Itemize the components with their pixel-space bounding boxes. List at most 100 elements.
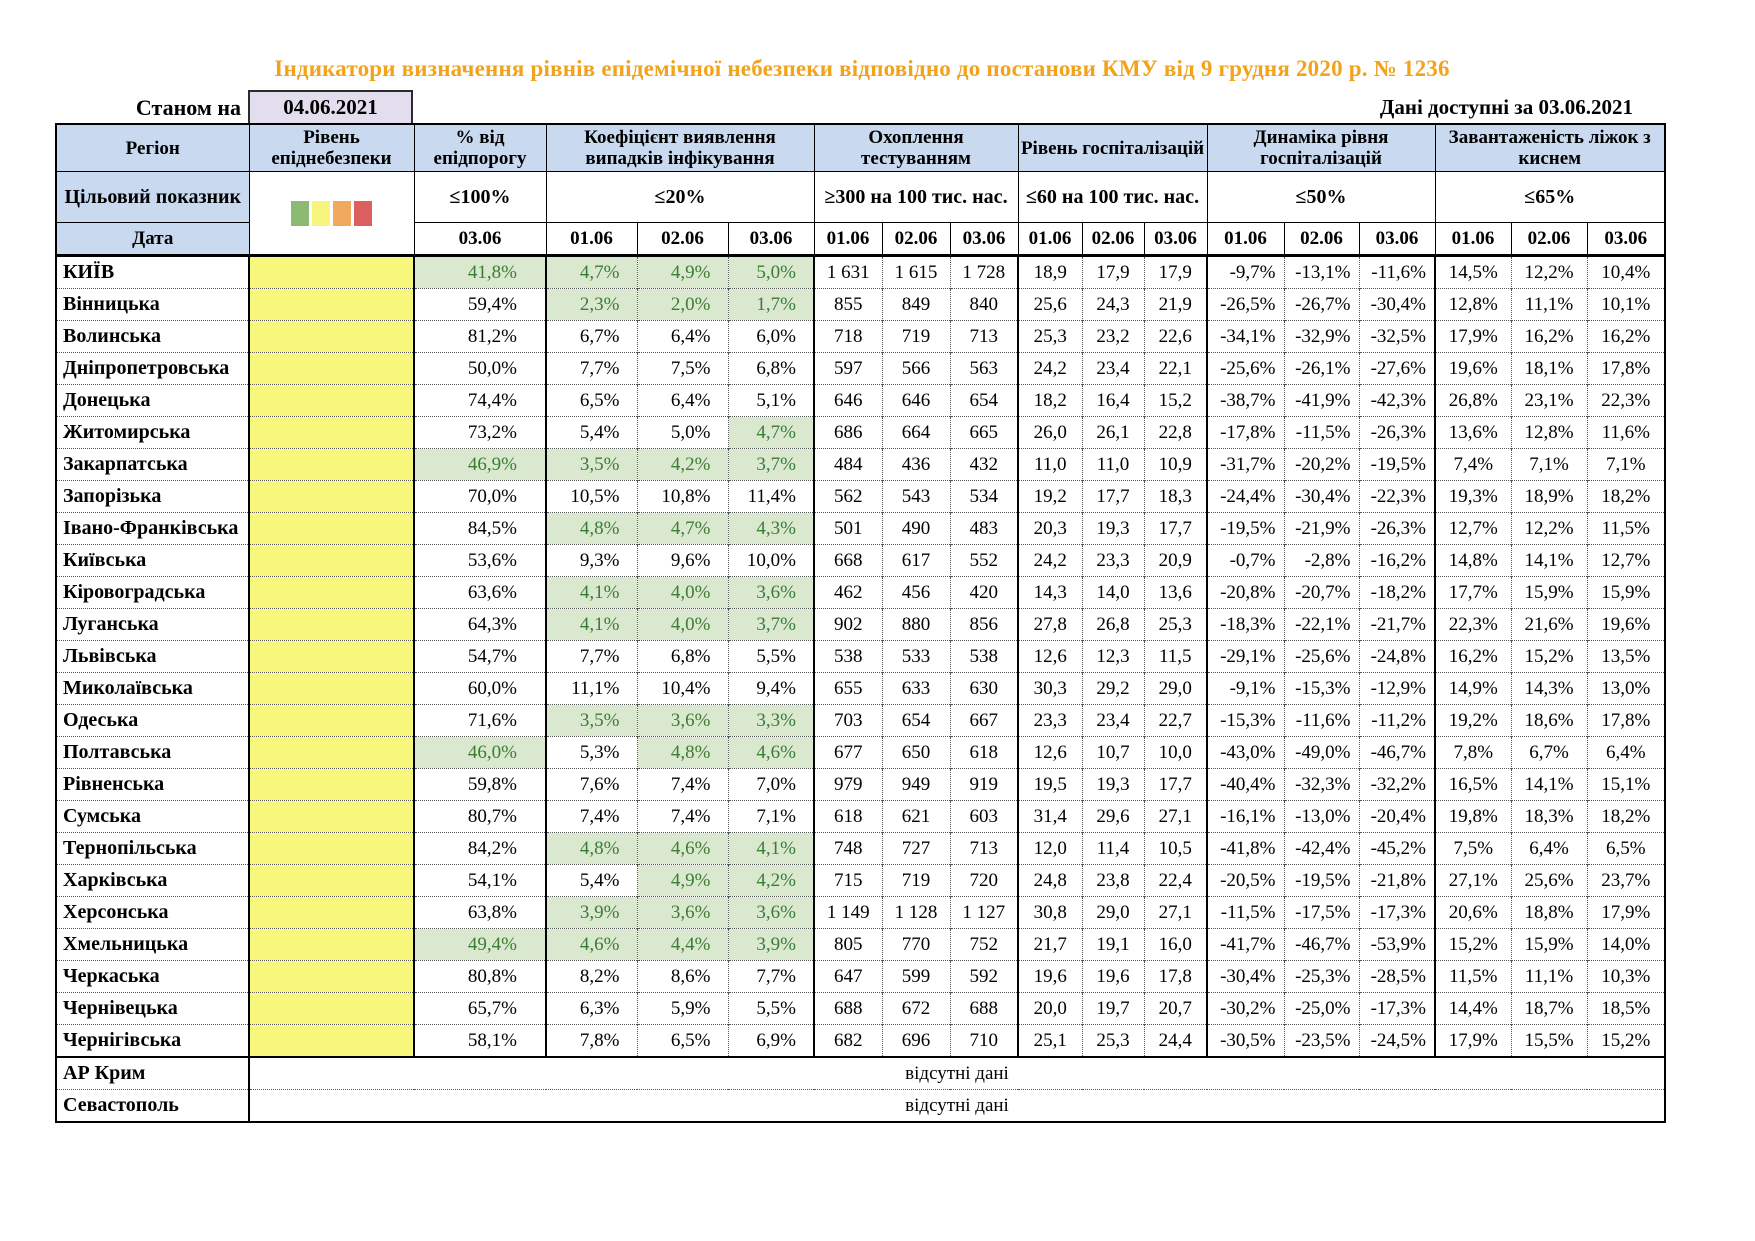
value-cell: -20,8%: [1206, 576, 1284, 609]
value-cell: 677: [813, 736, 882, 769]
value-cell: 4,6%: [727, 736, 814, 769]
value-cell: 432: [949, 448, 1018, 481]
region-cell: Кіровоградська: [56, 576, 250, 609]
value-cell: 3,7%: [727, 608, 814, 641]
region-cell: Житомирська: [56, 416, 250, 449]
value-cell: 18,6%: [1510, 704, 1587, 737]
value-cell: -26,3%: [1358, 416, 1435, 449]
value-cell: 20,9: [1143, 544, 1207, 577]
value-cell: -20,5%: [1206, 864, 1284, 897]
value-cell: 65,7%: [413, 992, 546, 1025]
value-cell: 10,0: [1143, 736, 1207, 769]
region-cell: КИЇВ: [56, 255, 250, 289]
value-cell: 8,2%: [545, 960, 637, 993]
value-cell: 46,9%: [413, 448, 546, 481]
region-cell: Луганська: [56, 608, 250, 641]
value-cell: 18,9: [1017, 255, 1082, 289]
value-cell: 668: [813, 544, 882, 577]
value-cell: 10,4%: [636, 672, 728, 705]
value-cell: 6,7%: [1510, 736, 1587, 769]
epidemic-level-legend: [248, 171, 415, 257]
value-cell: 41,8%: [413, 255, 546, 289]
value-cell: 6,8%: [636, 640, 728, 673]
value-cell: 21,6%: [1510, 608, 1587, 641]
value-cell: 26,8: [1081, 608, 1144, 641]
value-cell: 19,3%: [1434, 480, 1511, 513]
level-header: Рівень епіднебезпеки: [248, 123, 415, 172]
region-cell: Запорізька: [56, 480, 250, 513]
region-cell: АР Крим: [56, 1056, 250, 1090]
value-cell: 84,5%: [413, 512, 546, 545]
value-cell: 2,3%: [545, 288, 637, 321]
value-cell: 11,6%: [1586, 416, 1665, 449]
value-cell: 59,4%: [413, 288, 546, 321]
value-cell: 4,1%: [727, 832, 814, 865]
value-cell: 27,1: [1143, 896, 1207, 929]
value-cell: 533: [881, 640, 950, 673]
group-target-5: ≤65%: [1434, 171, 1666, 223]
value-cell: 21,7: [1017, 928, 1082, 961]
value-cell: 23,3: [1017, 704, 1082, 737]
value-cell: -26,5%: [1206, 288, 1284, 321]
value-cell: 29,0: [1143, 672, 1207, 705]
value-cell: -15,3%: [1283, 672, 1359, 705]
value-cell: 667: [949, 704, 1018, 737]
as-of-date-box[interactable]: 04.06.2021: [248, 90, 413, 123]
value-cell: -31,7%: [1206, 448, 1284, 481]
table-row: Кіровоградська 63,6% 4,1% 4,0% 3,6% 462 456 420…: [56, 576, 1665, 609]
epidemic-level-cell: [249, 512, 415, 545]
value-cell: 7,1%: [1586, 448, 1665, 481]
value-cell: 24,3: [1081, 288, 1144, 321]
date-header: 03.06: [1586, 222, 1666, 257]
table-row: Закарпатська 46,9% 3,5% 4,2% 3,7% 484 436 432 11…: [56, 448, 1665, 481]
value-cell: 7,7%: [545, 640, 637, 673]
value-cell: 16,2%: [1586, 320, 1665, 353]
value-cell: 7,4%: [1434, 448, 1511, 481]
value-cell: -32,9%: [1283, 320, 1359, 353]
table-row: Львівська 54,7% 7,7% 6,8% 5,5% 538 533 538 12,6 1…: [56, 640, 1665, 673]
table-row: АР Крим відсутні дані: [56, 1056, 1665, 1090]
value-cell: 9,3%: [545, 544, 637, 577]
value-cell: -22,3%: [1358, 480, 1435, 513]
group-target-0: ≤100%: [413, 171, 547, 223]
value-cell: 715: [813, 864, 882, 897]
value-cell: 618: [813, 800, 882, 833]
value-cell: 17,7: [1081, 480, 1144, 513]
value-cell: 603: [949, 800, 1018, 833]
value-cell: 15,2%: [1434, 928, 1511, 961]
group-header-2: Охоплення тестуванням: [813, 123, 1019, 172]
region-cell: Хмельницька: [56, 928, 250, 961]
region-cell: Чернівецька: [56, 992, 250, 1025]
value-cell: 752: [949, 928, 1018, 961]
table-row: Київська 53,6% 9,3% 9,6% 10,0% 668 617 552 24,2 2…: [56, 544, 1665, 577]
value-cell: 10,9: [1143, 448, 1207, 481]
value-cell: 5,0%: [636, 416, 728, 449]
table-row: Донецька 74,4% 6,5% 6,4% 5,1% 646 646 654 18,2 16…: [56, 384, 1665, 417]
value-cell: 13,0%: [1586, 672, 1665, 705]
group-header-3: Рівень госпіталізацій: [1017, 123, 1208, 172]
value-cell: 562: [813, 480, 882, 513]
value-cell: 23,7%: [1586, 864, 1665, 897]
value-cell: 23,4: [1081, 352, 1144, 385]
date-header: 03.06: [1358, 222, 1436, 257]
region-cell: Закарпатська: [56, 448, 250, 481]
value-cell: 686: [813, 416, 882, 449]
value-cell: 538: [949, 640, 1018, 673]
value-cell: 18,2: [1017, 384, 1082, 417]
epidemic-level-cell: [249, 255, 415, 289]
table-row: Чернігівська 58,1% 7,8% 6,5% 6,9% 682 696 710 25…: [56, 1024, 1665, 1057]
epidemic-level-cell: [249, 864, 415, 897]
table-row: Вінницька 59,4% 2,3% 2,0% 1,7% 855 849 840 25,6 2…: [56, 288, 1665, 321]
value-cell: 12,6: [1017, 640, 1082, 673]
page-title: Індикатори визначення рівнів епідемічної…: [274, 56, 1450, 81]
value-cell: 12,8%: [1510, 416, 1587, 449]
value-cell: -11,5%: [1283, 416, 1359, 449]
epidemic-level-cell: [249, 896, 415, 929]
value-cell: 13,6: [1143, 576, 1207, 609]
value-cell: 646: [881, 384, 950, 417]
value-cell: -41,9%: [1283, 384, 1359, 417]
value-cell: 11,4%: [727, 480, 814, 513]
value-cell: 19,6%: [1434, 352, 1511, 385]
value-cell: 19,6: [1017, 960, 1082, 993]
value-cell: 14,5%: [1434, 255, 1511, 289]
